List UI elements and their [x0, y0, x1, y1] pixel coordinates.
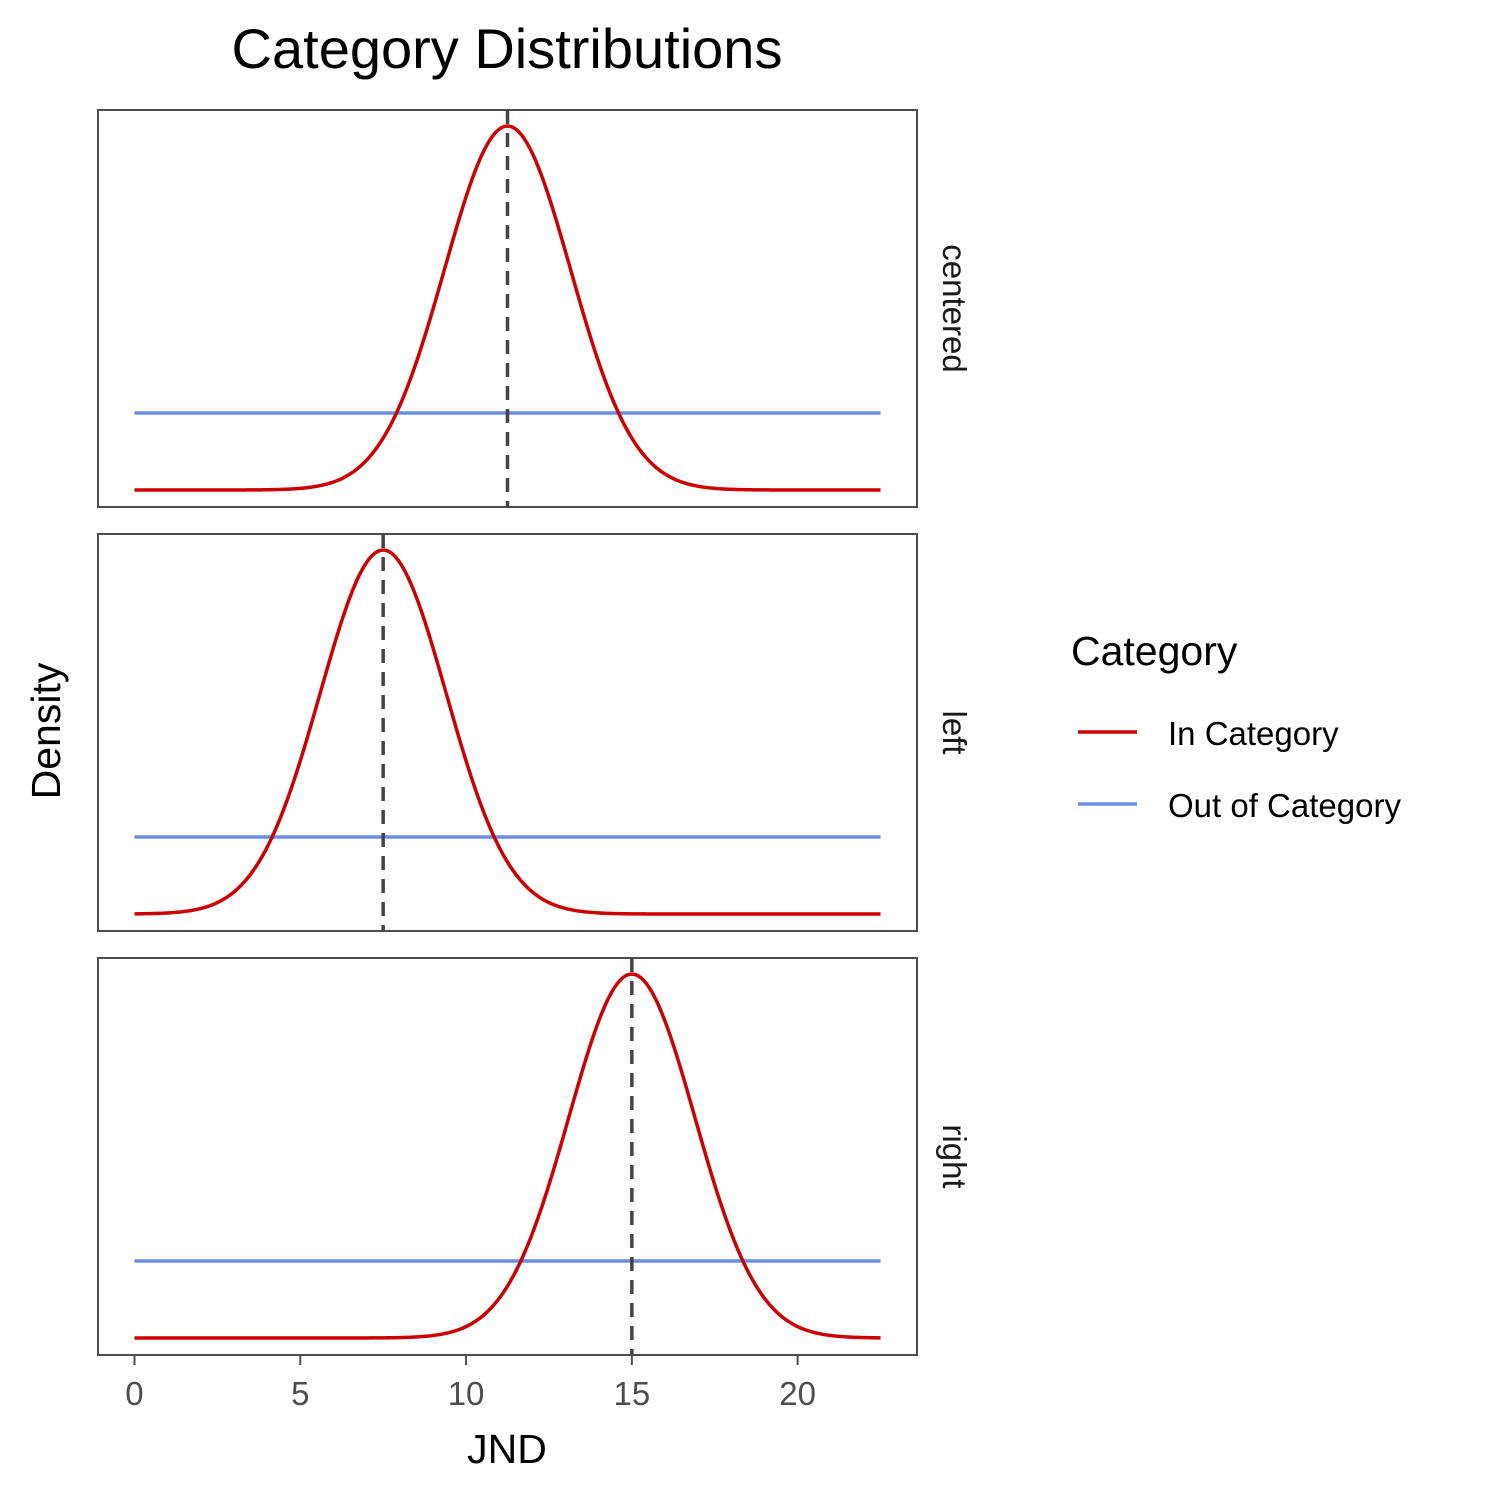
facet-label-centered: centered [936, 244, 973, 372]
facet-panel-centered: centered [97, 109, 973, 508]
legend: Category In Category Out of Category [1071, 628, 1401, 824]
in-category-curve [134, 972, 881, 1340]
x-tick-label: 10 [448, 1375, 485, 1412]
facet-panel-right: right [97, 957, 973, 1356]
x-axis: 0 5 10 15 20 [125, 1355, 816, 1412]
in-category-curve [134, 548, 881, 916]
panel-border [97, 957, 918, 1356]
x-tick-label: 5 [291, 1375, 309, 1412]
panels-layer: centered left right [97, 109, 973, 1356]
facet-panel-left: left [97, 533, 973, 932]
panel-border [97, 533, 918, 932]
legend-label-out-of-category: Out of Category [1168, 787, 1401, 824]
facet-label-left: left [936, 710, 973, 754]
facet-label-right: right [936, 1124, 973, 1188]
x-tick-label: 0 [125, 1375, 143, 1412]
in-category-curve [134, 124, 881, 492]
legend-title: Category [1071, 628, 1238, 674]
x-tick-label: 15 [613, 1375, 650, 1412]
y-axis-label: Density [23, 662, 69, 799]
chart-title: Category Distributions [232, 17, 783, 80]
legend-label-in-category: In Category [1168, 715, 1339, 752]
x-axis-label: JND [467, 1426, 547, 1472]
x-tick-label: 20 [779, 1375, 816, 1412]
